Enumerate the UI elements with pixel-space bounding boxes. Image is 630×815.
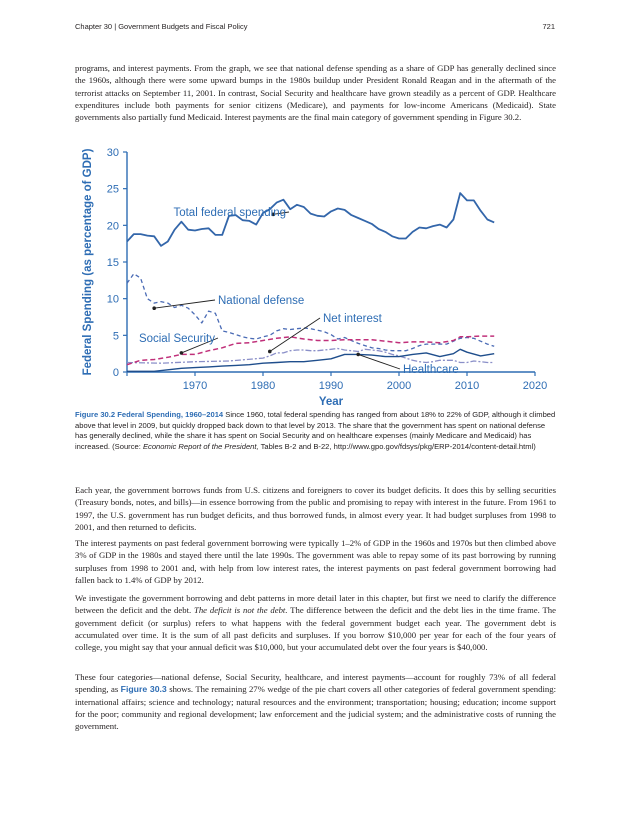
label-healthcare-label: Healthcare — [403, 364, 459, 376]
paragraph-deficit-vs-debt: We investigate the government borrowing … — [75, 592, 556, 653]
series-social-security — [126, 335, 495, 366]
series-total-federal-spending — [126, 192, 495, 247]
x-tick-label: 1990 — [319, 380, 343, 392]
y-tick-label: 0 — [113, 367, 119, 379]
label-total-spending-leader — [273, 211, 290, 215]
label-social-security-leader — [181, 337, 219, 354]
x-tick-label: 1970 — [183, 380, 207, 392]
y-axis-title: Federal Spending (as percentage of GDP) — [82, 148, 94, 375]
series-healthcare — [127, 348, 495, 372]
figure-caption-text-end: Tables B-2 and B-22, http://www.gpo.gov/… — [258, 442, 536, 452]
label-healthcare-leader — [358, 353, 401, 370]
y-tick-label: 30 — [107, 147, 119, 159]
label-net-interest-label: Net interest — [323, 313, 383, 325]
figure-caption-title: Figure 30.2 Federal Spending, 1960–2014 — [75, 410, 224, 419]
paragraph-interest-payments: The interest payments on past federal go… — [75, 538, 556, 585]
running-header-chapter: Chapter 30 | Government Budgets and Fisc… — [75, 22, 248, 31]
figure-caption: Figure 30.2 Federal Spending, 1960–2014 … — [75, 410, 556, 453]
y-tick-label: 20 — [107, 220, 119, 232]
label-social-security-leader-tip — [179, 351, 184, 355]
y-tick-label: 5 — [113, 330, 119, 342]
label-national-defense-label: National defense — [218, 295, 304, 307]
federal-spending-chart: 0 5 10 15 20 25 30 1970 1980 1990 2000 2010 2020 Year… — [82, 147, 547, 405]
label-healthcare-leader-tip — [356, 352, 361, 357]
page-number: 721 — [542, 22, 555, 31]
label-net-interest-leader-tip — [268, 349, 272, 354]
paragraph-deficit-text-a: We investigate the government borrowing … — [75, 593, 556, 616]
paragraph-deficit-text-b: The difference between the deficit and t… — [75, 605, 556, 653]
label-net-interest-leader — [269, 317, 321, 352]
label-social-security-label: Social Security — [139, 333, 215, 345]
label-total-spending-label: Total federal spending — [173, 207, 286, 219]
x-tick-label: 2000 — [387, 380, 411, 392]
label-total-spending-leader-tip — [271, 212, 275, 217]
figure-30-3-link[interactable]: Figure 30.3 — [120, 684, 167, 695]
series-national-defense — [126, 273, 495, 352]
emphasis-deficit-not-debt: The deficit is not the debt. — [194, 605, 288, 616]
y-tick-label: 15 — [107, 257, 119, 269]
y-tick-label: 10 — [107, 294, 119, 306]
paragraph-borrowing: Each year, the government borrows funds … — [75, 485, 556, 532]
x-axis-title: Year — [319, 396, 344, 405]
figure-caption-text: Since 1960, total federal spending has r… — [75, 410, 556, 452]
paragraph-categories-text-b: shows. The remaining 27% wedge of the pi… — [75, 684, 557, 732]
label-national-defense-leader-tip — [152, 306, 156, 310]
x-tick-label: 2020 — [523, 380, 547, 392]
series-net-interest — [126, 347, 495, 364]
paragraph-defense-trends: programs, and interest payments. From th… — [75, 63, 556, 123]
label-national-defense-leader — [154, 299, 216, 309]
figure-caption-source: Economic Report of the President, — [142, 442, 259, 452]
paragraph-categories-text-a: These four categories—national defense, … — [75, 672, 556, 695]
x-tick-label: 2010 — [455, 380, 479, 392]
x-tick-label: 1980 — [251, 380, 275, 392]
y-tick-label: 25 — [107, 184, 119, 196]
paragraph-spending-categories: These four categories—national defense, … — [75, 671, 556, 732]
